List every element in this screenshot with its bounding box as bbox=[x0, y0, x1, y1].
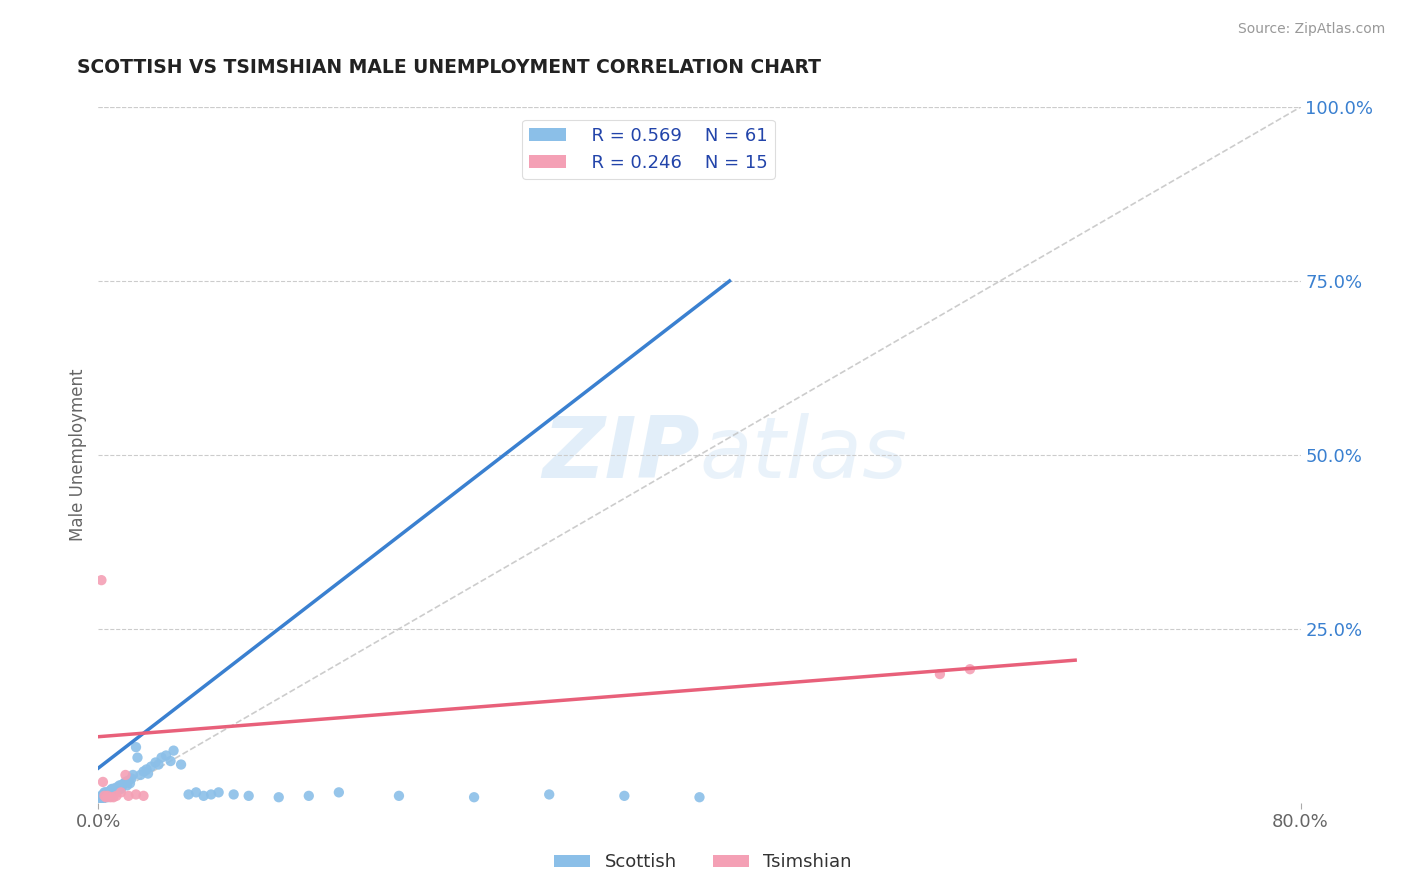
Point bbox=[100, 783, 122, 797]
Point bbox=[177, 788, 200, 802]
Point bbox=[111, 778, 134, 792]
Point bbox=[110, 785, 132, 799]
Point bbox=[150, 750, 173, 764]
Point bbox=[689, 790, 711, 805]
Point bbox=[97, 785, 120, 799]
Point bbox=[613, 789, 636, 803]
Text: ZIP: ZIP bbox=[541, 413, 700, 497]
Point bbox=[107, 781, 129, 796]
Point bbox=[96, 789, 118, 803]
Text: atlas: atlas bbox=[700, 413, 907, 497]
Point bbox=[463, 790, 485, 805]
Legend:   R = 0.569    N = 61,   R = 0.246    N = 15: R = 0.569 N = 61, R = 0.246 N = 15 bbox=[522, 120, 775, 179]
Point bbox=[388, 789, 411, 803]
Point bbox=[170, 757, 193, 772]
Point bbox=[162, 744, 184, 758]
Point bbox=[298, 789, 321, 803]
Point bbox=[122, 768, 145, 782]
Point bbox=[148, 757, 170, 772]
Point bbox=[93, 790, 115, 805]
Point bbox=[110, 781, 132, 796]
Point bbox=[208, 785, 231, 799]
Point bbox=[93, 785, 115, 799]
Point bbox=[538, 788, 561, 802]
Point bbox=[94, 789, 117, 803]
Point bbox=[127, 750, 149, 764]
Point bbox=[136, 766, 159, 780]
Point bbox=[929, 667, 952, 681]
Point bbox=[114, 768, 136, 782]
Point bbox=[114, 775, 136, 789]
Point bbox=[105, 789, 128, 803]
Point bbox=[112, 776, 135, 790]
Point bbox=[100, 789, 122, 803]
Point bbox=[89, 792, 111, 806]
Point bbox=[145, 756, 167, 770]
Point bbox=[101, 781, 124, 796]
Legend: Scottish, Tsimshian: Scottish, Tsimshian bbox=[547, 847, 859, 879]
Point bbox=[90, 573, 112, 587]
Point bbox=[100, 790, 122, 805]
Point bbox=[91, 788, 114, 802]
Point bbox=[91, 775, 114, 789]
Point bbox=[222, 788, 245, 802]
Point bbox=[117, 773, 139, 788]
Point bbox=[193, 789, 215, 803]
Point bbox=[132, 789, 155, 803]
Point bbox=[125, 788, 148, 802]
Point bbox=[125, 740, 148, 755]
Point bbox=[200, 788, 222, 802]
Point bbox=[110, 778, 132, 792]
Text: SCOTTISH VS TSIMSHIAN MALE UNEMPLOYMENT CORRELATION CHART: SCOTTISH VS TSIMSHIAN MALE UNEMPLOYMENT … bbox=[77, 58, 821, 77]
Point bbox=[135, 763, 157, 777]
Point bbox=[91, 791, 114, 805]
Point bbox=[105, 780, 128, 795]
Point bbox=[90, 790, 112, 805]
Point bbox=[103, 781, 125, 796]
Point bbox=[959, 662, 981, 676]
Point bbox=[94, 790, 117, 805]
Point bbox=[94, 785, 117, 799]
Point bbox=[117, 789, 139, 803]
Point bbox=[104, 783, 127, 797]
Point bbox=[103, 790, 125, 805]
Point bbox=[90, 789, 112, 803]
Point bbox=[139, 759, 162, 773]
Point bbox=[115, 778, 138, 792]
Text: Source: ZipAtlas.com: Source: ZipAtlas.com bbox=[1237, 22, 1385, 37]
Point bbox=[103, 785, 125, 799]
Point bbox=[97, 789, 120, 803]
Point bbox=[93, 789, 115, 803]
Point bbox=[118, 776, 141, 790]
Y-axis label: Male Unemployment: Male Unemployment bbox=[69, 368, 87, 541]
Point bbox=[129, 768, 152, 782]
Point bbox=[96, 788, 118, 802]
Point bbox=[121, 772, 143, 786]
Point bbox=[184, 785, 207, 799]
Point bbox=[328, 785, 350, 799]
Point bbox=[96, 790, 118, 805]
Point bbox=[155, 748, 177, 763]
Point bbox=[267, 790, 290, 805]
Point bbox=[238, 789, 260, 803]
Point bbox=[132, 764, 155, 779]
Point bbox=[159, 754, 181, 768]
Point bbox=[108, 778, 131, 792]
